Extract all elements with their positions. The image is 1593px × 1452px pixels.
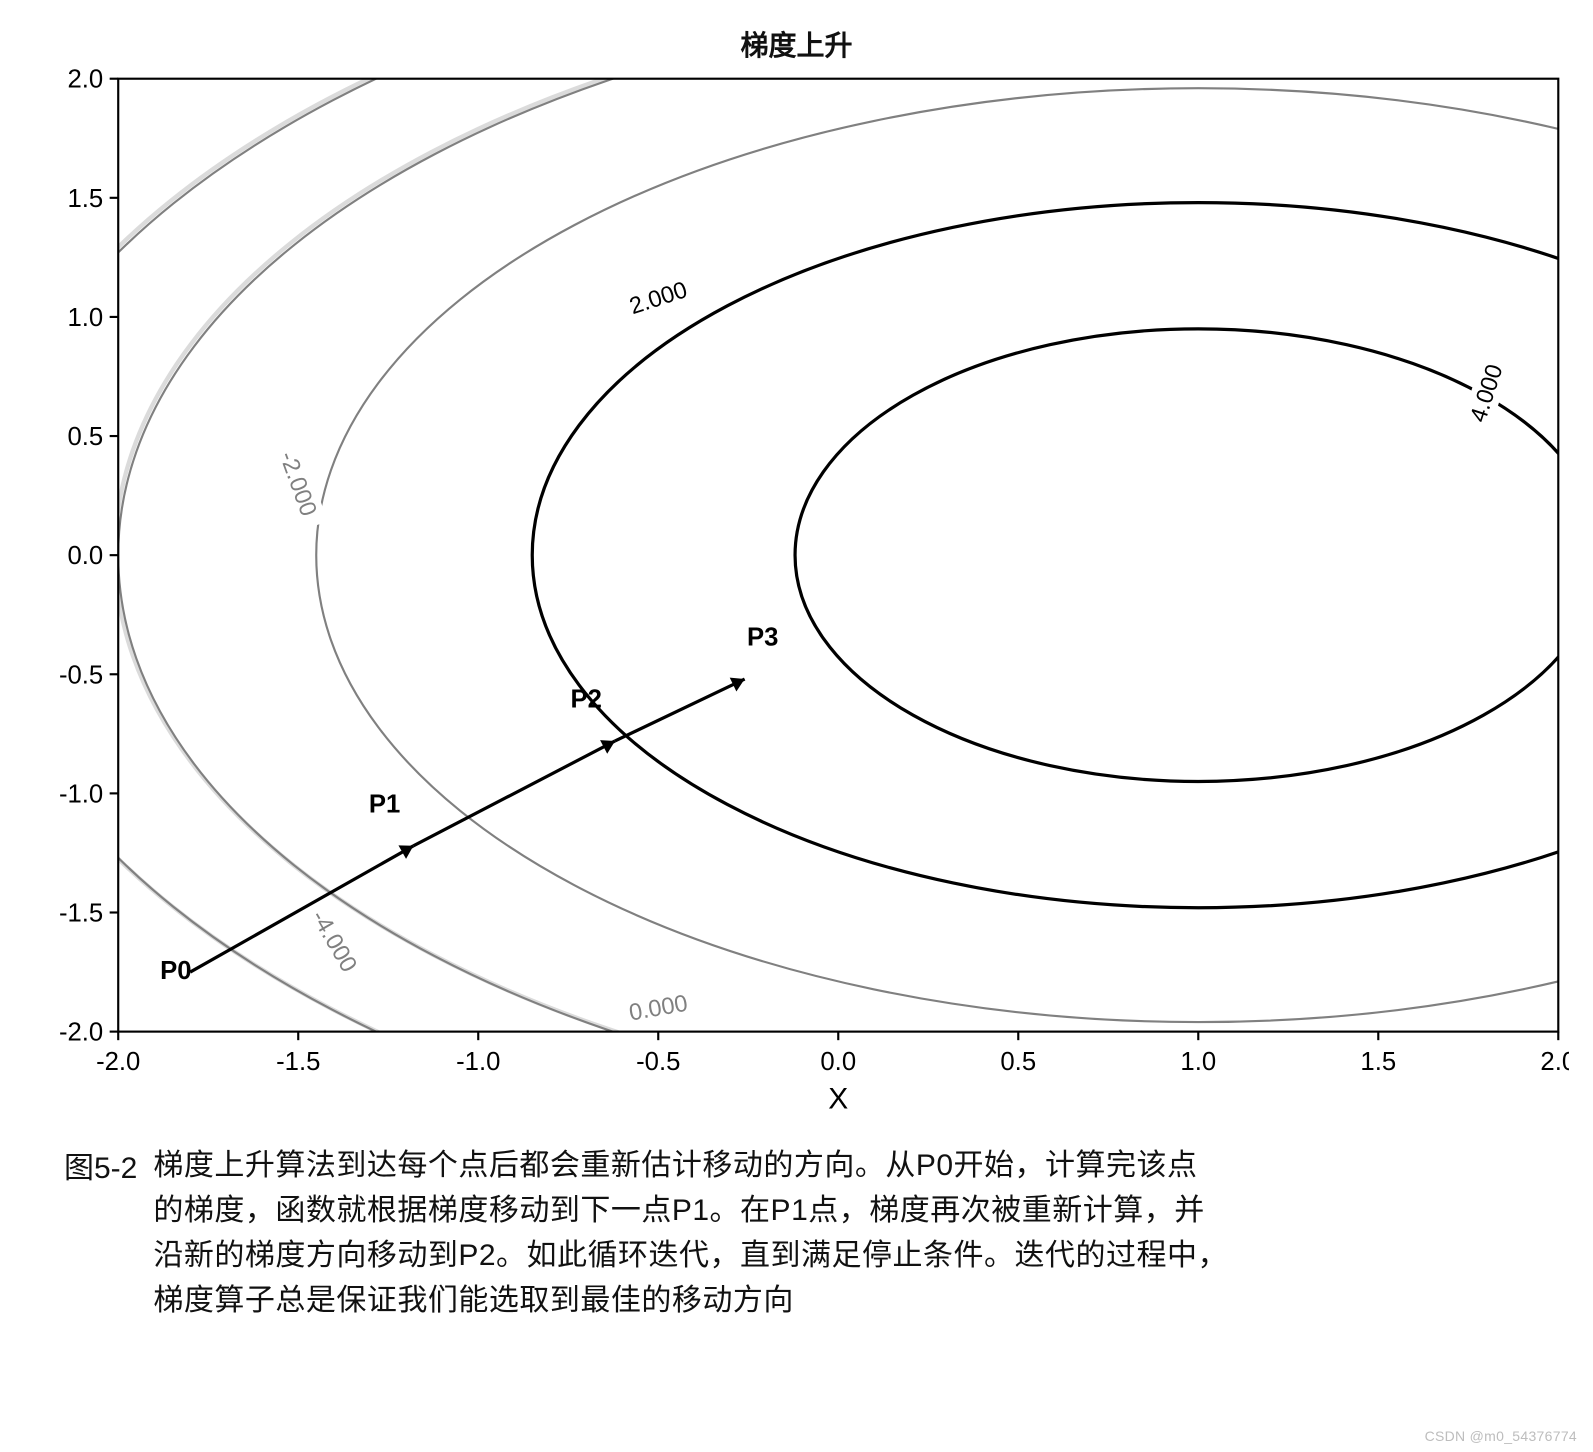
svg-text:-1.5: -1.5 xyxy=(276,1048,320,1076)
svg-text:1.0: 1.0 xyxy=(1180,1048,1216,1076)
caption: 图5-2 梯度上升算法到达每个点后都会重新估计移动的方向。从P0开始，计算完该点… xyxy=(24,1143,1569,1323)
svg-text:2.0: 2.0 xyxy=(68,68,104,94)
svg-text:P3: P3 xyxy=(747,624,778,652)
svg-text:0.5: 0.5 xyxy=(1000,1048,1036,1076)
plot-title: 梯度上升 xyxy=(24,24,1569,64)
svg-text:1.5: 1.5 xyxy=(68,185,104,213)
svg-text:-0.5: -0.5 xyxy=(59,661,103,689)
svg-text:0.5: 0.5 xyxy=(68,423,104,451)
svg-text:1.0: 1.0 xyxy=(68,304,104,332)
svg-text:P1: P1 xyxy=(369,790,400,818)
svg-text:-1.0: -1.0 xyxy=(59,780,103,808)
svg-text:0.0: 0.0 xyxy=(820,1048,856,1076)
plot-area: -4.000-2.0000.0002.0004.000-2.0-1.5-1.0-… xyxy=(24,68,1569,1115)
svg-text:-2.0: -2.0 xyxy=(59,1019,103,1047)
svg-text:X: X xyxy=(828,1083,848,1115)
caption-text: 梯度上升算法到达每个点后都会重新估计移动的方向。从P0开始，计算完该点的梯度，函… xyxy=(153,1143,1228,1323)
svg-text:-2.0: -2.0 xyxy=(96,1048,140,1076)
svg-text:1.5: 1.5 xyxy=(1360,1048,1396,1076)
svg-text:2.0: 2.0 xyxy=(1540,1048,1569,1076)
svg-text:0.0: 0.0 xyxy=(68,542,104,570)
svg-text:P0: P0 xyxy=(160,957,191,985)
figure: 梯度上升 -4.000-2.0000.0002.0004.000-2.0-1.5… xyxy=(24,24,1569,1323)
contour-plot: -4.000-2.0000.0002.0004.000-2.0-1.5-1.0-… xyxy=(24,68,1569,1115)
svg-text:-0.5: -0.5 xyxy=(636,1048,680,1076)
watermark: CSDN @m0_54376774 xyxy=(1425,1428,1577,1444)
svg-text:P2: P2 xyxy=(571,686,602,714)
svg-text:-1.5: -1.5 xyxy=(59,899,103,927)
caption-label: 图5-2 xyxy=(64,1143,137,1323)
svg-text:-1.0: -1.0 xyxy=(456,1048,500,1076)
